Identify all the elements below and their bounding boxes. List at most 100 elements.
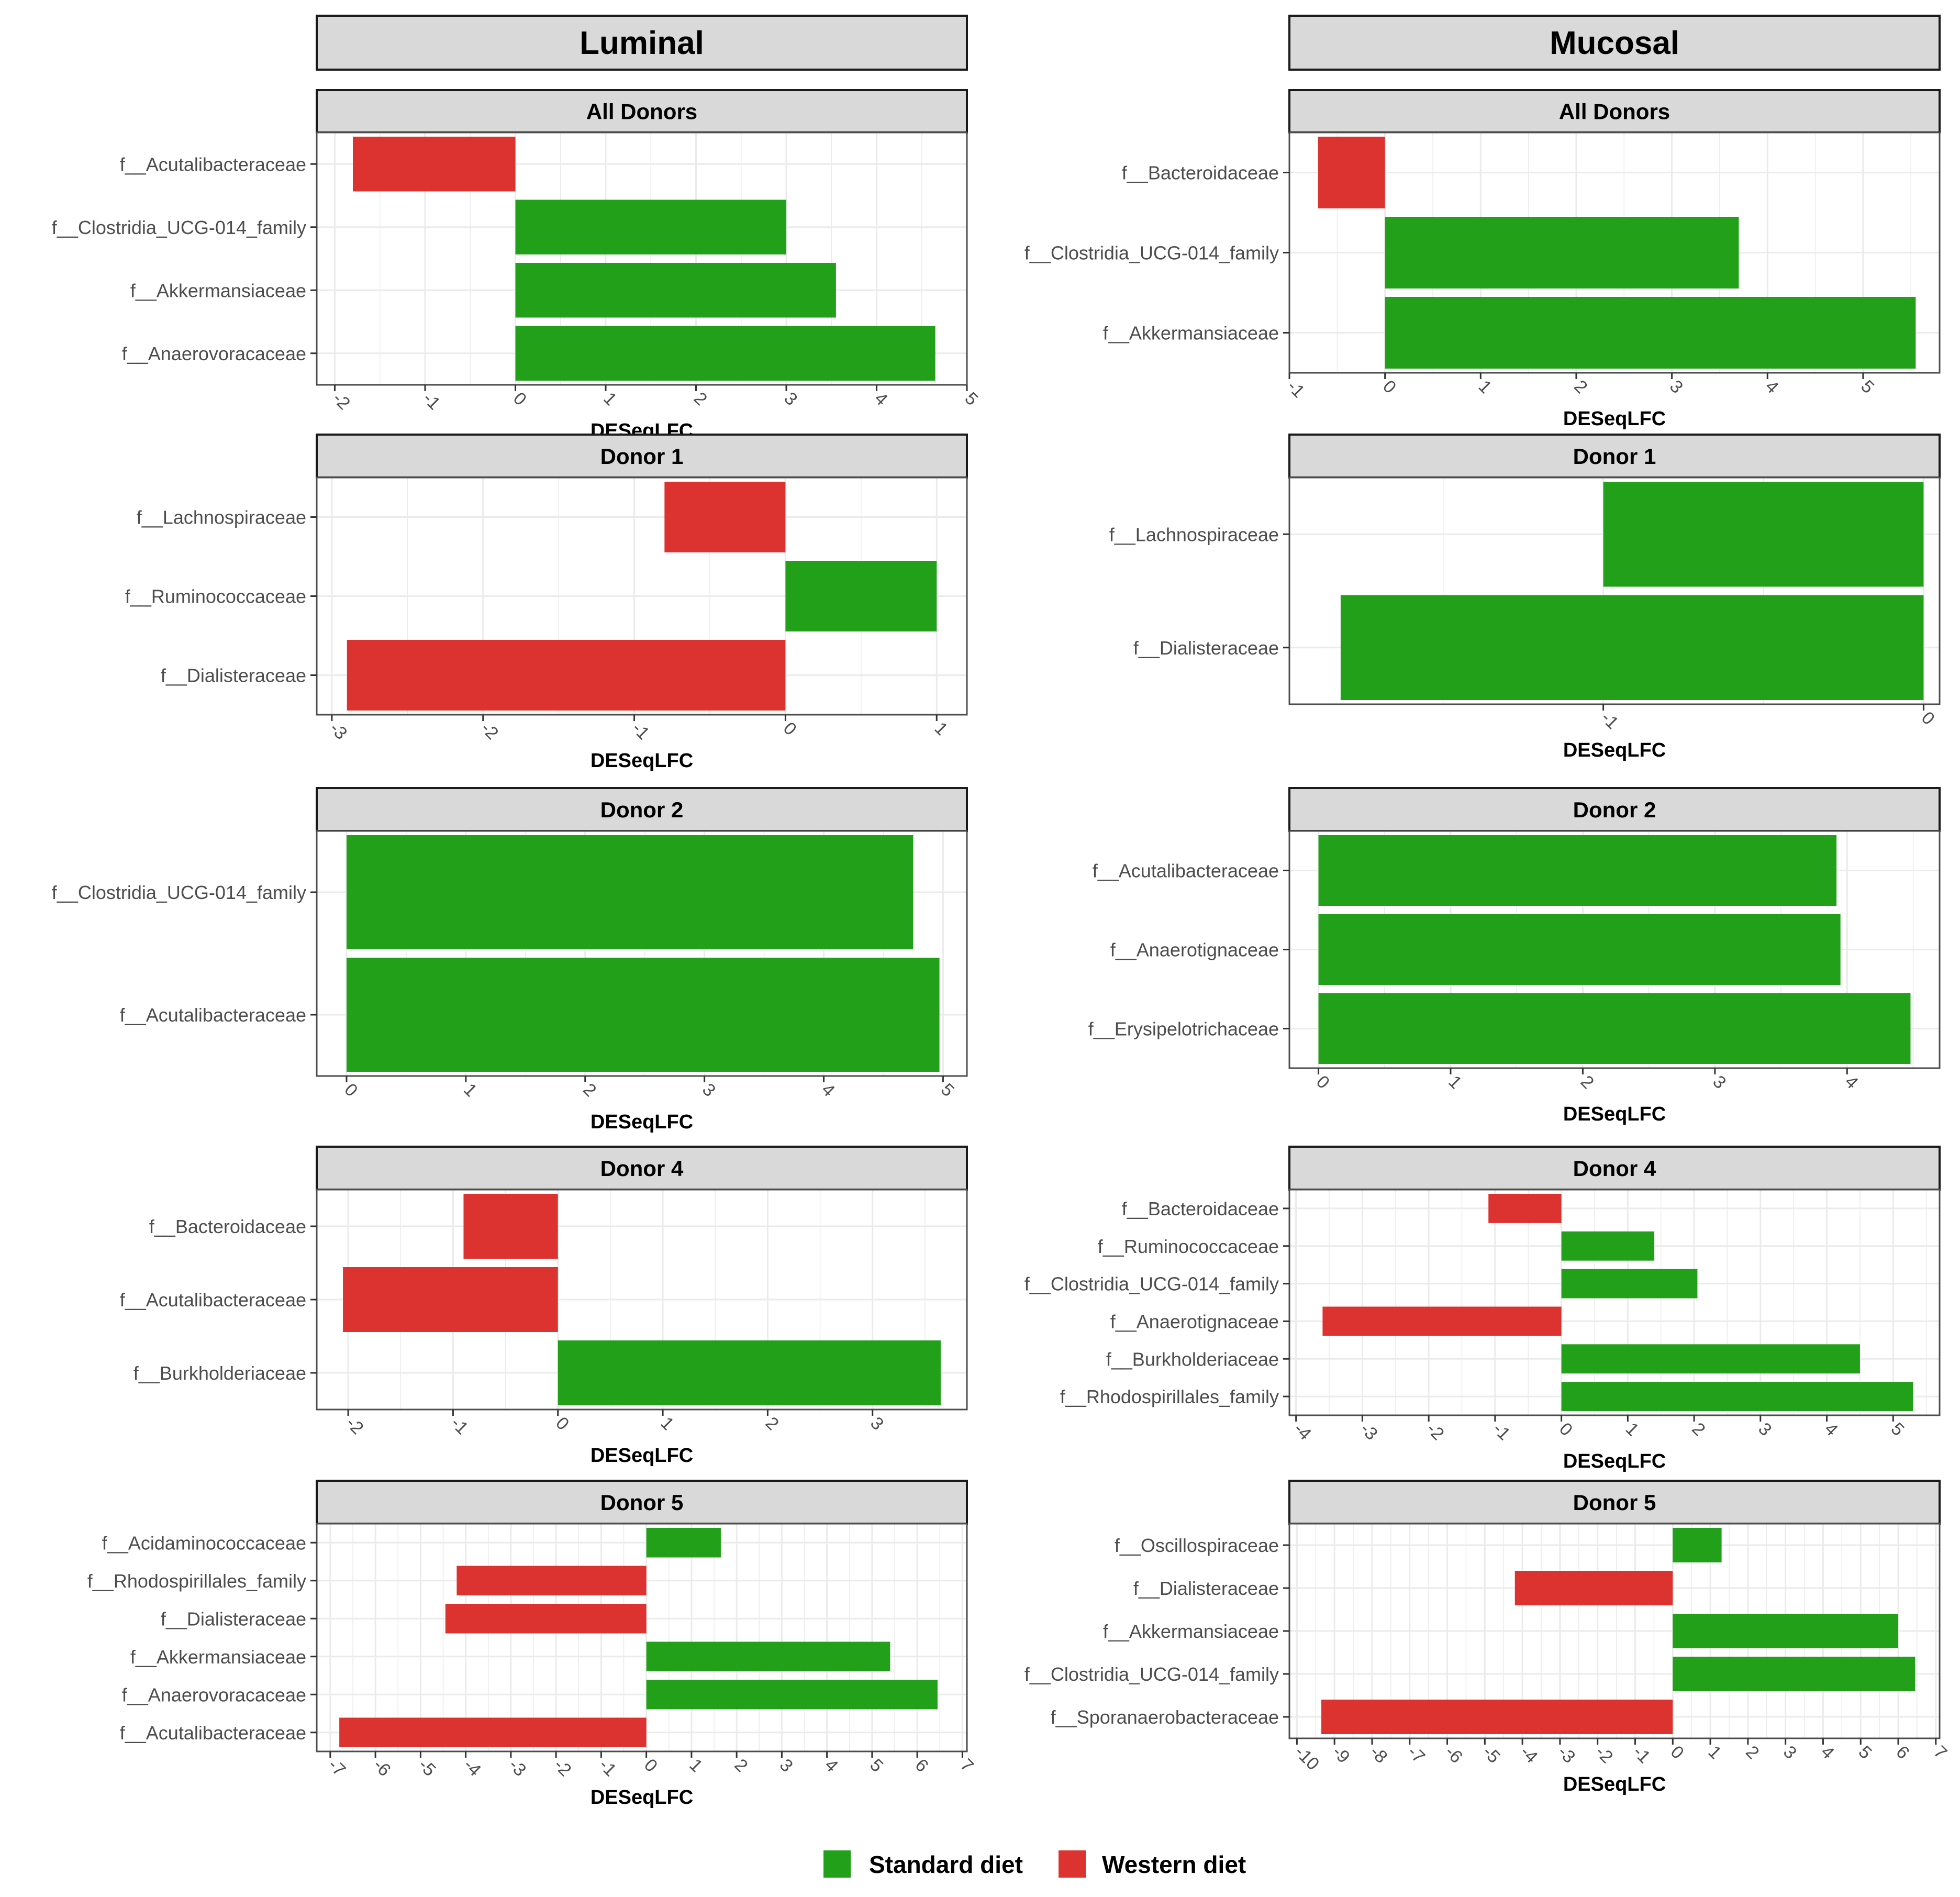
plot-background <box>1289 1190 1940 1415</box>
bar <box>353 137 516 192</box>
panel-luminal-donor-1: Donor 1 f__Lachnospiraceae f__Ruminococcac… <box>125 434 968 772</box>
plot-background <box>317 1524 967 1751</box>
x-axis-title: DESeqLFC <box>591 1445 693 1467</box>
category-label: f__Dialisteraceae <box>161 1608 306 1629</box>
panel-strip <box>1288 1146 1941 1191</box>
panel-luminal-donor-4: Donor 4 f__Bacteroidaceae f__Acutalibacter… <box>120 1146 968 1467</box>
panel-title: All Donors <box>586 99 697 124</box>
panel-strip <box>1288 787 1941 832</box>
bar <box>515 263 836 318</box>
panel-mucosal-donor-4: Donor 4 f__Bacteroidaceae f__Ruminococcace… <box>1024 1146 1941 1472</box>
bar <box>558 1340 941 1405</box>
bar <box>346 958 940 1072</box>
category-label: f__Ruminococcaceae <box>1098 1236 1279 1257</box>
panel-strip <box>1288 1480 1941 1525</box>
category-label: f__Lachnospiraceae <box>1109 524 1279 545</box>
category-label: f__Akkermansiaceae <box>130 280 306 301</box>
bar <box>339 1717 647 1747</box>
bar <box>1561 1344 1860 1374</box>
category-label: f__Rhodospirillales_family <box>87 1570 306 1592</box>
bar <box>646 1680 938 1710</box>
panel-mucosal-donor-1: Donor 1 f__Lachnospiraceae f__Dialisterace… <box>1109 434 1941 761</box>
category-label: f__Bacteroidaceae <box>1122 1198 1279 1219</box>
bar <box>1561 1269 1698 1299</box>
category-label: f__Acutalibacteraceae <box>120 1289 306 1311</box>
panel-border <box>1288 1189 1941 1416</box>
bar <box>1561 1382 1913 1411</box>
panel-luminal-donor-2: Donor 2 f__Clostridia_UCG-014_family f__Ac… <box>52 787 968 1133</box>
panel-border <box>316 1523 968 1752</box>
legend-swatch-western <box>1059 1850 1086 1878</box>
bar <box>1318 137 1385 208</box>
panel-strip <box>316 1480 968 1525</box>
bar <box>664 482 786 552</box>
category-label: f__Anaerotignaceae <box>1110 939 1279 961</box>
panel-title: Donor 5 <box>600 1490 684 1515</box>
panel-strip <box>316 787 968 832</box>
panel-strip <box>1288 89 1941 134</box>
legend-label-western: Western diet <box>1102 1851 1246 1878</box>
panel-strip <box>316 1146 968 1191</box>
panel-border <box>1288 476 1941 705</box>
column-title-mucosal: Mucosal <box>1550 25 1679 61</box>
panel-title: Donor 4 <box>600 1156 684 1181</box>
category-label: f__Burkholderiaceae <box>133 1362 306 1384</box>
panel-border <box>316 830 968 1077</box>
category-label: f__Acutalibacteraceae <box>1093 860 1279 882</box>
category-label: f__Anaerovoracaceae <box>122 1684 306 1705</box>
category-label: f__Anaerovoracaceae <box>122 343 306 364</box>
category-label: f__Oscillospiraceae <box>1115 1535 1279 1556</box>
column-title-luminal: Luminal <box>580 25 704 61</box>
category-label: f__Ruminococcaceae <box>125 586 306 607</box>
x-axis-title: DESeqLFC <box>591 1787 693 1809</box>
panel-mucosal-all-donors: All Donors f__Bacteroidaceae f__Clostridia… <box>1024 89 1941 430</box>
category-label: f__Clostridia_UCG-014_family <box>52 217 306 238</box>
x-axis-title: DESeqLFC <box>1563 1773 1666 1795</box>
bar <box>1561 1231 1655 1261</box>
x-axis-title: DESeqLFC <box>1563 1103 1666 1125</box>
category-label: f__Bacteroidaceae <box>1122 162 1279 184</box>
bar <box>646 1641 890 1671</box>
legend: Standard diet Western diet <box>823 1850 1246 1878</box>
column-header-mucosal: Mucosal <box>1288 15 1941 71</box>
category-label: f__Clostridia_UCG-014_family <box>52 882 306 903</box>
category-label: f__Rhodospirillales_family <box>1060 1386 1279 1407</box>
panel-title: Donor 2 <box>1573 797 1656 822</box>
panel-luminal-all-donors: All Donors f__Acutalibacteraceae f__Clostr… <box>52 89 982 442</box>
panel-title: Donor 1 <box>1573 444 1656 469</box>
category-label: f__Anaerotignaceae <box>1110 1311 1279 1332</box>
panel-title: Donor 1 <box>600 444 684 469</box>
category-label: f__Dialisteraceae <box>1133 637 1279 659</box>
panel-strip <box>1288 434 1941 479</box>
category-label: f__Acidaminococcaceae <box>102 1532 306 1554</box>
bar <box>646 1528 721 1558</box>
x-axis-title: DESeqLFC <box>1563 739 1666 761</box>
x-axis-title: DESeqLFC <box>591 750 693 772</box>
bar <box>445 1604 647 1634</box>
bar <box>1340 595 1924 700</box>
legend-swatch-standard <box>823 1850 851 1878</box>
category-label: f__Akkermansiaceae <box>130 1646 306 1668</box>
category-label: f__Acutalibacteraceae <box>120 153 306 175</box>
x-axis-title: DESeqLFC <box>1563 1450 1666 1472</box>
bar <box>1318 993 1911 1064</box>
bar <box>1514 1571 1673 1605</box>
x-axis-title: DESeqLFC <box>1563 408 1666 430</box>
bar <box>1488 1194 1562 1223</box>
bar <box>346 835 914 949</box>
panel-title: Donor 2 <box>600 797 684 822</box>
panel-title: Donor 4 <box>1573 1156 1656 1181</box>
bar <box>1673 1528 1722 1562</box>
legend-item-standard: Standard diet <box>823 1850 1023 1878</box>
bar <box>1385 297 1916 369</box>
bar <box>515 326 936 381</box>
bar <box>463 1194 558 1259</box>
category-label: f__Clostridia_UCG-014_family <box>1024 1273 1279 1295</box>
category-label: f__Lachnospiraceae <box>137 507 306 528</box>
category-label: f__Erysipelotrichaceae <box>1088 1018 1279 1040</box>
bar <box>1318 835 1837 906</box>
bar <box>1673 1657 1916 1691</box>
category-label: f__Dialisteraceae <box>161 665 306 686</box>
panel-mucosal-donor-2: Donor 2 f__Acutalibacteraceae f__Anaerotig… <box>1088 787 1941 1125</box>
